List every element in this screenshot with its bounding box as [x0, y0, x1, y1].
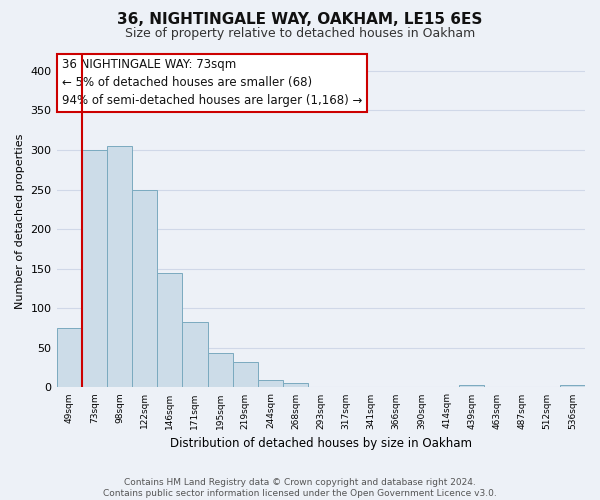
Bar: [157, 272, 182, 388]
Bar: [258, 380, 283, 388]
Text: Size of property relative to detached houses in Oakham: Size of property relative to detached ho…: [125, 28, 475, 40]
Bar: [82, 150, 107, 388]
Bar: [208, 352, 233, 388]
Bar: [56, 328, 82, 388]
Text: 36 NIGHTINGALE WAY: 73sqm
← 5% of detached houses are smaller (68)
94% of semi-d: 36 NIGHTINGALE WAY: 73sqm ← 5% of detach…: [62, 58, 362, 108]
Bar: [132, 190, 157, 388]
Y-axis label: Number of detached properties: Number of detached properties: [15, 134, 25, 309]
Text: Contains HM Land Registry data © Crown copyright and database right 2024.
Contai: Contains HM Land Registry data © Crown c…: [103, 478, 497, 498]
Bar: [459, 385, 484, 388]
Bar: [233, 362, 258, 388]
X-axis label: Distribution of detached houses by size in Oakham: Distribution of detached houses by size …: [170, 437, 472, 450]
Bar: [182, 322, 208, 388]
Bar: [560, 385, 585, 388]
Bar: [283, 382, 308, 388]
Text: 36, NIGHTINGALE WAY, OAKHAM, LE15 6ES: 36, NIGHTINGALE WAY, OAKHAM, LE15 6ES: [118, 12, 482, 28]
Bar: [107, 146, 132, 388]
